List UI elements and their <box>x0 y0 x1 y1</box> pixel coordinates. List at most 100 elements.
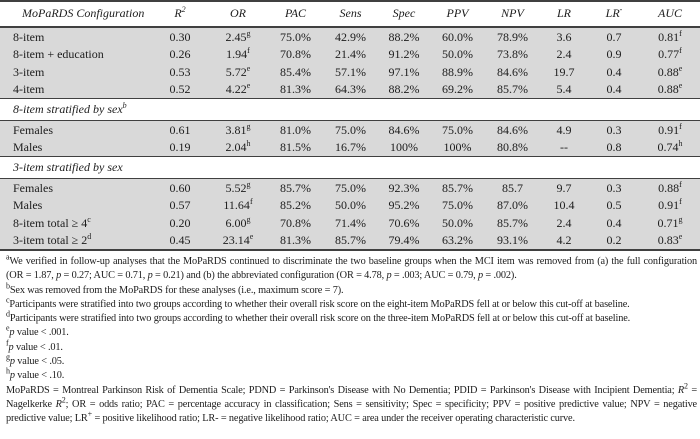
footnote-b: bSex was removed from the MoPaRDS for th… <box>6 281 344 296</box>
data-cell: 0.8 <box>588 138 640 157</box>
data-cell: 0.91f <box>640 196 700 214</box>
row-label: 4-item <box>0 80 152 99</box>
data-cell: 0.4 <box>588 214 640 232</box>
data-cell: 71.4% <box>323 214 378 232</box>
data-cell: 0.88f <box>640 178 700 197</box>
data-cell: 75.0% <box>430 120 485 139</box>
data-cell: 63.2% <box>430 231 485 250</box>
data-cell: 70.8% <box>268 214 323 232</box>
data-cell: 84.6% <box>485 120 540 139</box>
data-cell: 81.5% <box>268 138 323 157</box>
data-cell: 85.4% <box>268 63 323 81</box>
data-cell: 0.26 <box>152 45 208 63</box>
footnote-f: fp value < .01. <box>6 338 63 353</box>
data-cell: 11.64f <box>208 196 268 214</box>
row-label: 8-item total ≥ 4c <box>0 214 152 232</box>
data-cell: 0.60 <box>152 178 208 197</box>
data-cell: 81.3% <box>268 80 323 99</box>
section-header-row: 8-item stratified by sexb <box>0 98 700 121</box>
data-cell: 0.88e <box>640 63 700 81</box>
row-label: 8-item <box>0 27 152 46</box>
data-cell: 84.6% <box>378 120 430 139</box>
data-cell: 78.9% <box>485 27 540 46</box>
data-cell: 0.3 <box>588 120 640 139</box>
table-row: 8-item + education 0.26 1.94f 70.8% 21.4% 91.… <box>0 45 700 63</box>
data-cell: 57.1% <box>323 63 378 81</box>
data-cell: 81.0% <box>268 120 323 139</box>
footnote-c: cParticipants were stratified into two g… <box>6 295 630 310</box>
data-cell: 2.4 <box>540 214 588 232</box>
data-cell: 87.0% <box>485 196 540 214</box>
data-cell: 3.6 <box>540 27 588 46</box>
results-table: MoPaRDS Configuration R2 OR PAC Sens Spec PPV N… <box>0 0 700 251</box>
data-cell: 2.04h <box>208 138 268 157</box>
data-cell: 80.8% <box>485 138 540 157</box>
abbreviations-note: MoPaRDS = Montreal Parkinson Risk of Dem… <box>6 381 697 425</box>
column-header: OR <box>208 1 268 28</box>
data-cell: 42.9% <box>323 27 378 46</box>
data-cell: 5.4 <box>540 80 588 99</box>
data-cell: 95.2% <box>378 196 430 214</box>
data-cell: 4.22e <box>208 80 268 99</box>
data-cell: 75.0% <box>430 196 485 214</box>
data-cell: 0.4 <box>588 63 640 81</box>
data-cell: 97.1% <box>378 63 430 81</box>
column-header: R2 <box>152 1 208 28</box>
data-cell: 70.8% <box>268 45 323 63</box>
column-header-configuration: MoPaRDS Configuration <box>0 1 152 28</box>
data-cell: 0.52 <box>152 80 208 99</box>
footnote-h: hp value < .10. <box>6 366 65 382</box>
table-row: 3-item total ≥ 2d 0.45 23.14e 81.3% 85.7% 79.… <box>0 231 700 250</box>
row-label: Males <box>0 196 152 214</box>
data-cell: -- <box>540 138 588 157</box>
section-header-label: 3-item stratified by sex <box>0 156 700 179</box>
data-cell: 69.2% <box>430 80 485 99</box>
data-cell: 50.0% <box>323 196 378 214</box>
footnotes-block: aWe verified in follow-up analyses that … <box>0 251 700 427</box>
data-cell: 6.00g <box>208 214 268 232</box>
data-cell: 85.7% <box>268 178 323 197</box>
data-cell: 0.5 <box>588 196 640 214</box>
column-header: PPV <box>430 1 485 28</box>
data-cell: 19.7 <box>540 63 588 81</box>
table-row: Females 0.60 5.52g 85.7% 75.0% 92.3% 85.7% 85.7… <box>0 178 700 197</box>
data-cell: 0.53 <box>152 63 208 81</box>
data-cell: 0.57 <box>152 196 208 214</box>
data-cell: 100% <box>378 138 430 157</box>
table-row: Females 0.61 3.81g 81.0% 75.0% 84.6% 75.0% 84.6… <box>0 120 700 139</box>
data-cell: 0.20 <box>152 214 208 232</box>
column-header: LR- <box>588 1 640 28</box>
table-row: 3-item 0.53 5.72e 85.4% 57.1% 97.1% 88.9% 84.6%… <box>0 63 700 81</box>
data-cell: 75.0% <box>268 27 323 46</box>
data-cell: 0.83e <box>640 231 700 250</box>
column-header: LR <box>540 1 588 28</box>
data-cell: 0.81f <box>640 27 700 46</box>
data-cell: 10.4 <box>540 196 588 214</box>
data-cell: 92.3% <box>378 178 430 197</box>
data-cell: 75.0% <box>323 178 378 197</box>
data-cell: 85.7% <box>430 178 485 197</box>
data-cell: 21.4% <box>323 45 378 63</box>
data-cell: 0.2 <box>588 231 640 250</box>
paper-table-page: MoPaRDS Configuration R2 OR PAC Sens Spec PPV N… <box>0 0 700 427</box>
data-cell: 0.30 <box>152 27 208 46</box>
data-cell: 23.14e <box>208 231 268 250</box>
row-label: 3-item <box>0 63 152 81</box>
footnote-d: dParticipants were stratified into two g… <box>6 309 631 325</box>
section-header-row: 3-item stratified by sex <box>0 156 700 179</box>
data-cell: 4.9 <box>540 120 588 139</box>
data-cell: 0.9 <box>588 45 640 63</box>
data-cell: 1.94f <box>208 45 268 63</box>
table-header-row: MoPaRDS Configuration R2 OR PAC Sens Spec PPV N… <box>0 1 700 28</box>
data-cell: 0.19 <box>152 138 208 157</box>
column-header: Sens <box>323 1 378 28</box>
footnote-a: aWe verified in follow-up analyses that … <box>6 252 697 282</box>
data-cell: 93.1% <box>485 231 540 250</box>
row-label: Females <box>0 120 152 139</box>
data-cell: 88.2% <box>378 27 430 46</box>
data-cell: 5.72e <box>208 63 268 81</box>
data-cell: 0.7 <box>588 27 640 46</box>
row-label: Males <box>0 138 152 157</box>
table-row: 8-item total ≥ 4c 0.20 6.00g 70.8% 71.4% 70.6… <box>0 214 700 232</box>
data-cell: 0.4 <box>588 80 640 99</box>
